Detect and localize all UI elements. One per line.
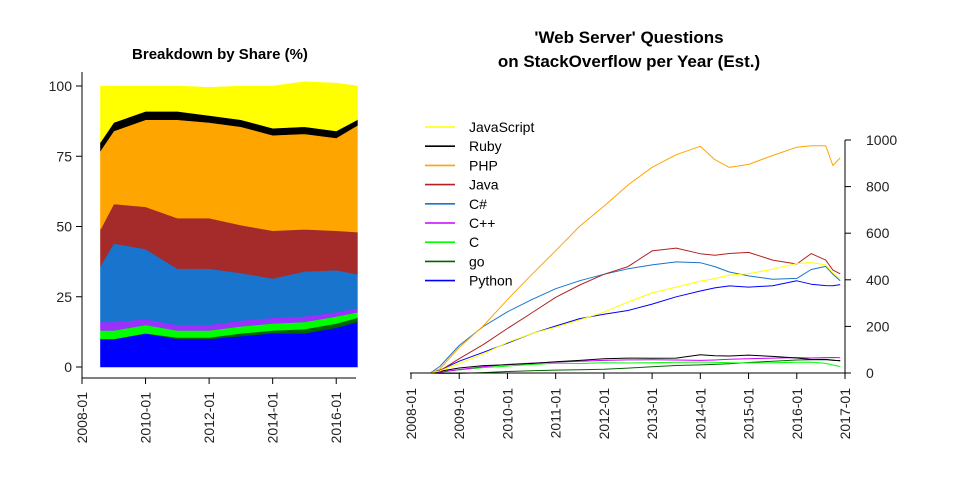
share-x-tick-label: 2012-01 (201, 392, 217, 444)
legend-item-go: go (425, 253, 485, 269)
share-x-tick-label: 2008-01 (74, 392, 90, 444)
share-y-tick-label: 25 (56, 289, 72, 305)
legend-item-csharp: C# (425, 196, 487, 212)
questions-x-tick-label: 2012-01 (596, 388, 612, 440)
share-x-tick-label: 2010-01 (138, 392, 154, 444)
questions-x-tick-label: 2013-01 (644, 388, 660, 440)
questions-chart: 'Web Server' Questions on StackOverflow … (403, 28, 897, 439)
share-y-tick-label: 75 (56, 148, 72, 164)
questions-chart-title: 'Web Server' Questions (534, 28, 723, 47)
share-y-ticks: 0 25 50 75 100 (49, 78, 82, 375)
legend-item-cplusplus: C++ (425, 215, 495, 231)
questions-y-tick-label: 400 (866, 272, 890, 288)
share-y-tick-label: 100 (49, 78, 73, 94)
line-javascript (411, 262, 841, 374)
legend-label: Java (469, 177, 499, 193)
share-y-tick-label: 50 (56, 219, 72, 235)
share-x-ticks: 2008-01 2010-01 2012-01 2014-01 2016-01 (74, 378, 344, 443)
legend-item-c: C (425, 234, 479, 250)
questions-x-tick-label: 2016-01 (789, 388, 805, 440)
line-c (411, 361, 841, 374)
legend-item-python: Python (425, 273, 513, 289)
share-x-tick-label: 2016-01 (328, 392, 344, 444)
line-php (411, 145, 841, 374)
questions-y-ticks: 0 200 400 600 800 1000 (845, 132, 897, 381)
questions-x-tick-label: 2014-01 (692, 388, 708, 440)
share-y-tick-label: 0 (64, 359, 72, 375)
questions-x-ticks: 2008-01 2009-01 2010-01 2011-01 2012-01 2013-… (403, 373, 853, 439)
line-python (411, 280, 841, 374)
legend-label: PHP (469, 157, 498, 173)
questions-y-tick-label: 800 (866, 179, 890, 195)
legend-label: C (469, 234, 479, 250)
questions-x-tick-label: 2010-01 (499, 388, 515, 440)
legend-label: Ruby (469, 138, 502, 154)
legend-label: go (469, 253, 485, 269)
line-cplusplus (411, 357, 841, 374)
legend-item-java: Java (425, 177, 499, 193)
legend-item-php: PHP (425, 157, 498, 173)
legend-item-javascript: JavaScript (425, 119, 534, 135)
questions-y-tick-label: 0 (866, 365, 874, 381)
legend: JavaScript Ruby PHP Java C# C++ Cgo Python (425, 119, 534, 289)
questions-x-tick-label: 2017-01 (837, 388, 853, 440)
legend-label: C++ (469, 215, 495, 231)
questions-chart-subtitle: on StackOverflow per Year (Est.) (498, 52, 760, 71)
legend-label: Python (469, 273, 513, 289)
line-ruby (411, 354, 841, 374)
legend-item-ruby: Ruby (425, 138, 502, 154)
questions-x-tick-label: 2009-01 (451, 388, 467, 440)
questions-y-tick-label: 200 (866, 318, 890, 334)
share-area-javascript (100, 81, 358, 144)
questions-x-tick-label: 2015-01 (741, 388, 757, 440)
line-java (411, 247, 841, 374)
share-x-tick-label: 2014-01 (265, 392, 281, 444)
questions-x-tick-label: 2008-01 (403, 388, 419, 440)
share-areas (100, 81, 358, 368)
questions-x-tick-label: 2011-01 (548, 388, 564, 439)
legend-label: JavaScript (469, 119, 534, 135)
share-chart: Breakdown by Share (%) 0 25 50 75 100 2008-0… (49, 46, 358, 443)
legend-label: C# (469, 196, 487, 212)
questions-y-tick-label: 1000 (866, 132, 897, 148)
share-chart-title: Breakdown by Share (%) (132, 46, 308, 63)
questions-y-tick-label: 600 (866, 225, 890, 241)
